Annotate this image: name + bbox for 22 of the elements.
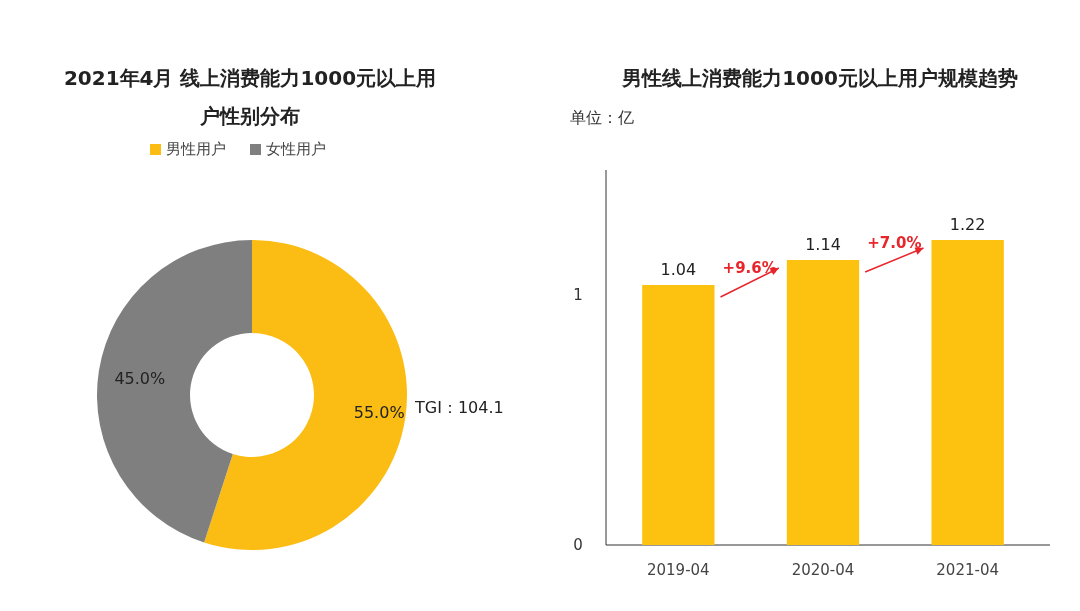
x-tick-label: 2019-04 <box>646 561 710 579</box>
bar <box>931 240 1004 545</box>
text: TGI：104.1 <box>414 398 504 417</box>
donut-slice <box>204 240 407 550</box>
annotation: +7.0% <box>867 234 922 252</box>
bar <box>642 285 715 545</box>
y-tick-label: 1 <box>573 286 583 304</box>
bar <box>786 260 860 545</box>
data-label: 1.04 <box>660 260 697 279</box>
y-tick-label: 0 <box>573 536 583 554</box>
data-label: 55.0% <box>353 402 405 422</box>
chart-title: 男性线上消费能力1000元以上用户规模趋势 <box>621 66 1018 90</box>
x-tick-label: 2021-04 <box>936 561 1000 579</box>
legend-label: 男性用户 <box>166 140 226 158</box>
data-label: 45.0% <box>114 369 166 389</box>
text: 单位：亿 <box>570 108 634 127</box>
chart-title: 2021年4月 线上消费能力1000元以上用户性别分布 <box>63 66 437 128</box>
x-tick-label: 2020-04 <box>791 561 855 579</box>
donut-slice <box>97 240 252 543</box>
data-label: 1.22 <box>949 215 986 234</box>
data-label: 1.14 <box>805 235 841 254</box>
legend-label: 女性用户 <box>266 140 326 158</box>
